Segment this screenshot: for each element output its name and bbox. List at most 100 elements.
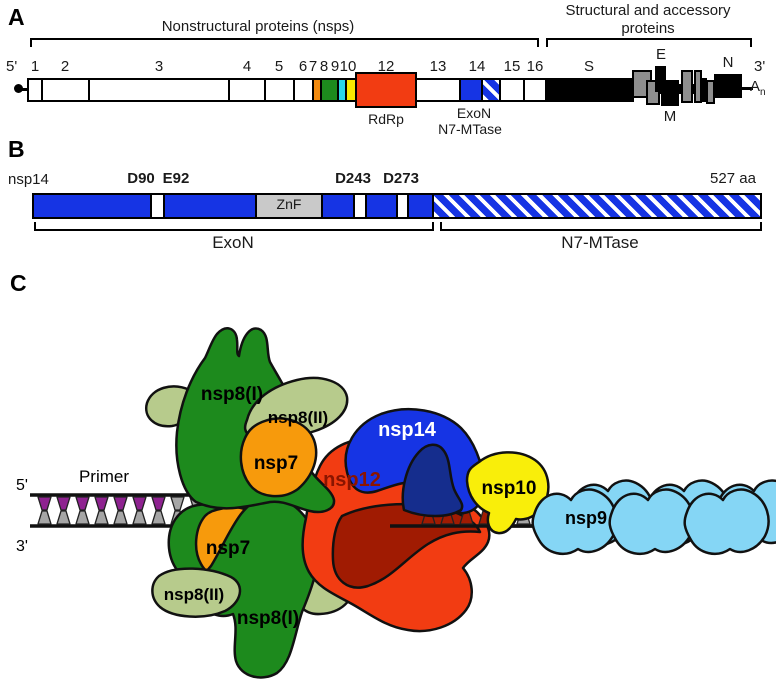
panel-c-letter: C bbox=[10, 270, 27, 296]
nsp-number-4: 5 bbox=[274, 58, 284, 75]
poly-a-label: An bbox=[750, 78, 766, 98]
structural-box-6 bbox=[681, 70, 693, 103]
nsp-number-7: 8 bbox=[319, 58, 329, 75]
nsp-genome-box-1 bbox=[41, 78, 90, 102]
nsp9-front-blobs bbox=[531, 488, 770, 556]
template-base bbox=[75, 510, 90, 525]
template-base bbox=[151, 510, 166, 525]
nsp-genome-box-14 bbox=[499, 78, 525, 102]
primer-base bbox=[94, 496, 109, 511]
s-protein-label: S bbox=[583, 58, 595, 75]
n7mtase-label-panel-a: N7-MTase bbox=[438, 121, 502, 137]
template-base bbox=[94, 510, 109, 525]
primer-base bbox=[113, 496, 128, 511]
nsp14-bar-segment-0 bbox=[32, 193, 152, 219]
structural-bracket-label-line1: Structural and accessory bbox=[565, 2, 731, 19]
rna-3prime-label: 3' bbox=[16, 538, 28, 555]
rtc-complex-diagram: nsp8(I) nsp8(II) nsp7 nsp12 nsp14 nsp10 … bbox=[16, 327, 776, 679]
residue-d243: D243 bbox=[335, 170, 371, 187]
structural-box-11 bbox=[742, 87, 753, 90]
structural-box-4 bbox=[655, 66, 666, 92]
nsp-number-0: 1 bbox=[30, 58, 40, 75]
nsp14-bar-label: nsp14 bbox=[8, 171, 49, 188]
template-base bbox=[56, 510, 71, 525]
nsp-genome-box-2 bbox=[88, 78, 230, 102]
poly-a-subscript: n bbox=[760, 87, 766, 98]
nsp14-bar-segment-2 bbox=[163, 193, 257, 219]
nsp12-label: nsp12 bbox=[323, 469, 381, 491]
structural-box-10 bbox=[714, 74, 742, 98]
nsp14-bar-segment-4 bbox=[321, 193, 355, 219]
primer-base bbox=[151, 496, 166, 511]
nsp14-bar-segment-3 bbox=[255, 193, 323, 219]
nsp7-top-blob bbox=[239, 417, 318, 498]
primer-base bbox=[132, 496, 147, 511]
nsp-number-1: 2 bbox=[60, 58, 70, 75]
nsp14-bar-segment-6 bbox=[365, 193, 398, 219]
nsp10-blob bbox=[465, 451, 550, 535]
nsp-number-12: 14 bbox=[468, 58, 486, 75]
structural-box-5 bbox=[661, 80, 679, 106]
residue-d90: D90 bbox=[127, 170, 155, 187]
nsp-genome-box-4 bbox=[264, 78, 295, 102]
nsp8II-top-label: nsp8(II) bbox=[268, 408, 328, 427]
nsp-number-9: 10 bbox=[339, 58, 357, 75]
nsp9-blob-front bbox=[683, 488, 770, 556]
nsp9-label: nsp9 bbox=[565, 508, 607, 528]
n7mtase-bracket bbox=[440, 222, 762, 231]
nsp-number-8: 9 bbox=[330, 58, 340, 75]
primer-base bbox=[56, 496, 71, 511]
nsp-genome-box-5 bbox=[293, 78, 314, 102]
nsp-number-14: 16 bbox=[526, 58, 544, 75]
paired-base-top bbox=[170, 496, 185, 511]
nsp7-bottom-label: nsp7 bbox=[206, 538, 250, 559]
nsp-genome-box-10 bbox=[355, 72, 417, 108]
m-protein-label: M bbox=[663, 108, 677, 125]
nsp14-bar-segment-9 bbox=[432, 193, 762, 219]
n-protein-label: N bbox=[722, 54, 734, 71]
exon-bracket bbox=[34, 222, 434, 231]
residue-d273: D273 bbox=[383, 170, 419, 187]
nsp10-label: nsp10 bbox=[482, 478, 537, 499]
template-base bbox=[37, 510, 52, 525]
primer-base bbox=[37, 496, 52, 511]
znf-label: ZnF bbox=[276, 196, 302, 212]
structural-bracket-label-line2: proteins bbox=[621, 20, 675, 37]
genome-5prime-label: 5' bbox=[6, 58, 18, 75]
genome-cap-dot bbox=[14, 84, 23, 93]
nsp-number-3: 4 bbox=[242, 58, 252, 75]
nsp-genome-box-15 bbox=[523, 78, 547, 102]
genome-cap-line bbox=[22, 88, 29, 91]
nsp14-bar-segment-8 bbox=[407, 193, 434, 219]
panel-a-letter: A bbox=[8, 4, 25, 30]
nsp-genome-box-11 bbox=[415, 78, 461, 102]
nsp7-top-label: nsp7 bbox=[254, 453, 298, 474]
nsp-number-5: 6 bbox=[298, 58, 308, 75]
n7mtase-bracket-label: N7-MTase bbox=[561, 233, 639, 252]
nsp-number-11: 13 bbox=[429, 58, 447, 75]
nsps-bracket bbox=[30, 38, 539, 47]
nsp-number-10: 12 bbox=[377, 58, 395, 75]
exon-bracket-label: ExoN bbox=[212, 233, 254, 252]
nsp-number-13: 15 bbox=[503, 58, 521, 75]
nsp14-label: nsp14 bbox=[378, 419, 437, 441]
rdrp-label: RdRp bbox=[368, 111, 404, 127]
structural-box-1 bbox=[545, 78, 634, 102]
nsp-genome-box-3 bbox=[228, 78, 266, 102]
structural-bracket bbox=[546, 38, 752, 47]
genome-3prime-label: 3' bbox=[754, 58, 766, 75]
exon-label-panel-a: ExoN bbox=[456, 105, 492, 121]
nsp-genome-box-13 bbox=[481, 78, 501, 102]
e-protein-label: E bbox=[655, 46, 667, 63]
nsp-genome-box-12 bbox=[459, 78, 483, 102]
primer-label: Primer bbox=[79, 467, 129, 486]
nsp9-blob-front bbox=[608, 488, 695, 556]
nsp8II-bottom-blob bbox=[151, 567, 242, 618]
panel-b-letter: B bbox=[8, 136, 25, 162]
nsps-bracket-label: Nonstructural proteins (nsps) bbox=[161, 18, 355, 35]
nsp8II-bottom-label: nsp8(II) bbox=[164, 585, 224, 604]
primer-base bbox=[75, 496, 90, 511]
rna-5prime-label: 5' bbox=[16, 477, 28, 494]
nsp-number-6: 7 bbox=[308, 58, 318, 75]
